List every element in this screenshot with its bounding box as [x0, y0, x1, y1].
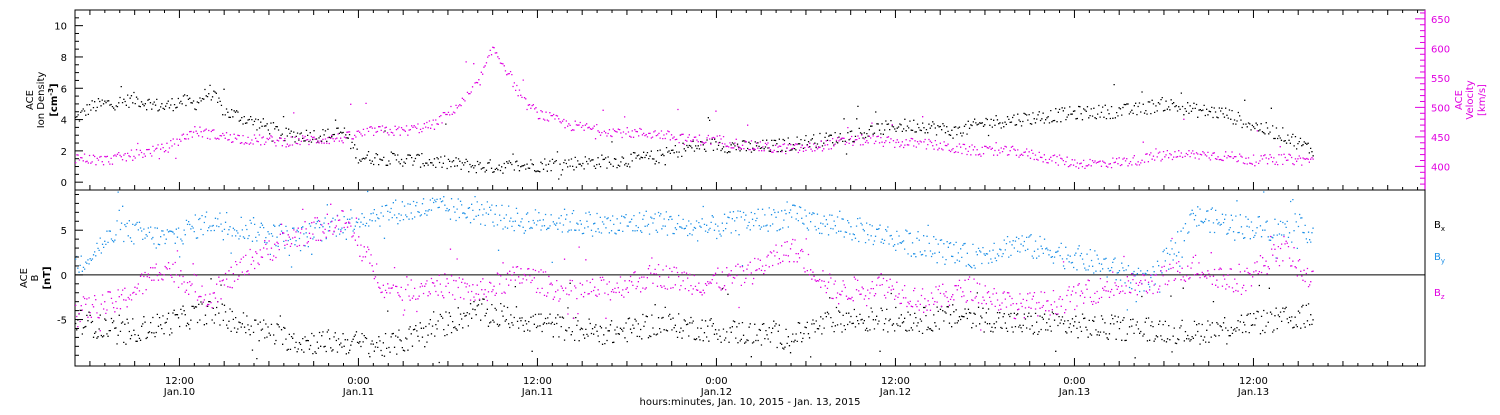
- time-axis: 12:00Jan.100:00Jan.1112:00Jan.110:00Jan.…: [89, 10, 1419, 398]
- y2-tick-label: 650: [1431, 15, 1450, 26]
- top-y2label-line-1: ACE: [1454, 90, 1465, 110]
- bottom-panel-frame: [74, 189, 1426, 367]
- top-y2label-unit: [km/s]: [1477, 84, 1488, 116]
- x-tick-date: Jan.13: [1237, 387, 1269, 398]
- top-ylabel-unit-end: ]: [49, 83, 60, 88]
- y-tick-label: -5: [57, 316, 67, 327]
- y2-tick-label: 500: [1431, 103, 1450, 114]
- legend-name: B: [1434, 220, 1441, 231]
- y-tick-label: 0: [61, 271, 67, 282]
- y-tick-label: 10: [54, 22, 67, 33]
- velocity-series: [75, 46, 1314, 170]
- y-tick-label: 5: [61, 226, 67, 237]
- x-tick-date: Jan.11: [521, 387, 553, 398]
- legend-sub: y: [1441, 257, 1445, 265]
- series-points: [75, 46, 1314, 170]
- legend-item-bz: Bz: [1434, 288, 1445, 301]
- top-ylabel-unit-sup: -3: [47, 88, 55, 96]
- series-points: [75, 278, 1314, 364]
- bottom-panel-series: [75, 190, 1314, 364]
- bz-series: [75, 203, 1314, 332]
- bottom-ylabel-line-2: B: [30, 274, 41, 281]
- series-points: [75, 203, 1314, 332]
- y-tick-label: 2: [61, 147, 67, 158]
- legend-sub: x: [1441, 225, 1445, 233]
- x-axis-title: hours:minutes, Jan. 10, 2015 - Jan. 13, …: [640, 397, 861, 408]
- x-tick-time: 0:00: [347, 376, 369, 387]
- legend-name: B: [1434, 252, 1441, 263]
- top-panel-frame: [74, 9, 1426, 191]
- x-tick-time: 12:00: [881, 376, 910, 387]
- top-ylabel-unit: [cm-3]: [47, 83, 60, 116]
- x-tick-date: Jan.13: [1058, 387, 1090, 398]
- y2-tick-label: 600: [1431, 44, 1450, 55]
- top-right-axis: 400 450 500 550 600 650: [1415, 10, 1450, 190]
- x-tick-time: 12:00: [523, 376, 552, 387]
- legend-item-by: By: [1434, 252, 1445, 265]
- series-points: [75, 83, 1314, 180]
- x-tick-date: Jan.10: [163, 387, 195, 398]
- y-tick-label: 0: [61, 178, 67, 189]
- x-tick-time: 12:00: [165, 376, 194, 387]
- by-series: [75, 190, 1314, 311]
- bottom-left-axis: -5 0 5: [57, 193, 83, 356]
- x-tick-time: 0:00: [1063, 376, 1085, 387]
- x-tick-date: Jan.12: [879, 387, 911, 398]
- series-points: [75, 190, 1314, 311]
- top-ylabel-line-2: Ion Density: [36, 72, 47, 129]
- y2-tick-label: 550: [1431, 74, 1450, 85]
- ion-density-velocity-panel: 0 2 4 6 8 10 400 450 500 550 600 650 ACE Ion Densi…: [25, 9, 1488, 191]
- x-tick-date: Jan.12: [700, 387, 732, 398]
- bottom-ylabel-line-1: ACE: [19, 268, 30, 288]
- legend-sub: z: [1441, 293, 1445, 301]
- top-panel-series: [75, 46, 1314, 180]
- x-tick-date: Jan.11: [342, 387, 374, 398]
- x-tick-time: 0:00: [705, 376, 727, 387]
- top-y2label-line-2: Velocity: [1465, 80, 1476, 119]
- legend-item-bx: Bx: [1434, 220, 1445, 233]
- bx-series: [75, 278, 1314, 364]
- y2-tick-label: 450: [1431, 133, 1450, 144]
- y-tick-label: 8: [61, 53, 67, 64]
- y2-tick-label: 400: [1431, 162, 1450, 173]
- x-tick-time: 12:00: [1239, 376, 1268, 387]
- top-left-axis: 0 2 4 6 8 10: [54, 17, 83, 189]
- bottom-ylabel-unit: [nT]: [42, 266, 53, 289]
- top-ylabel-line-1: ACE: [25, 90, 36, 110]
- y-tick-label: 6: [61, 84, 67, 95]
- y-tick-label: 4: [61, 116, 67, 127]
- ion-density-series: [75, 83, 1314, 180]
- legend-name: B: [1434, 288, 1441, 299]
- top-ylabel-unit-base: [cm: [49, 96, 60, 117]
